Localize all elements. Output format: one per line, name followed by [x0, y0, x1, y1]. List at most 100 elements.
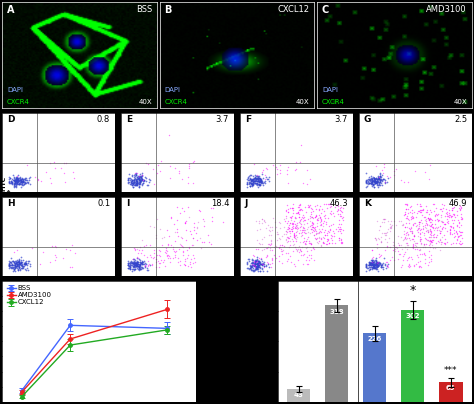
- Point: [396, 242, 403, 248]
- Point: [133, 182, 140, 188]
- Point: [402, 206, 410, 212]
- Point: [378, 264, 385, 271]
- Point: [313, 223, 321, 229]
- Point: [6, 265, 13, 271]
- Point: [376, 170, 384, 177]
- Point: [376, 177, 383, 183]
- Point: [126, 262, 133, 268]
- Point: [370, 259, 377, 265]
- Point: [136, 263, 143, 269]
- Point: [294, 210, 302, 217]
- Point: [247, 263, 255, 269]
- Point: [129, 184, 137, 190]
- Point: [410, 220, 418, 226]
- Point: [303, 244, 310, 250]
- Point: [127, 179, 135, 185]
- Point: [306, 229, 314, 236]
- Point: [13, 263, 20, 269]
- Point: [277, 246, 285, 252]
- Point: [287, 233, 294, 240]
- Point: [362, 177, 370, 183]
- Point: [244, 179, 251, 185]
- Point: [291, 224, 298, 231]
- Point: [20, 179, 28, 185]
- Point: [25, 175, 33, 181]
- Point: [131, 263, 139, 270]
- Point: [367, 262, 374, 269]
- Point: [365, 174, 373, 181]
- Point: [12, 260, 20, 266]
- Point: [19, 181, 27, 188]
- Point: [268, 224, 276, 231]
- Point: [453, 212, 461, 218]
- Point: [258, 265, 265, 271]
- Point: [426, 211, 433, 217]
- Point: [452, 214, 459, 220]
- Point: [254, 245, 262, 252]
- Point: [390, 257, 398, 263]
- Point: [428, 216, 435, 222]
- Point: [299, 261, 307, 267]
- Point: [132, 262, 140, 269]
- Point: [310, 232, 318, 238]
- Text: 40X: 40X: [138, 99, 152, 105]
- Point: [367, 180, 375, 187]
- Point: [128, 179, 136, 186]
- Point: [162, 263, 169, 269]
- Point: [154, 252, 161, 259]
- Point: [367, 176, 374, 182]
- Point: [263, 225, 270, 231]
- Point: [403, 215, 410, 221]
- Point: [127, 263, 134, 270]
- Text: 43: 43: [294, 392, 303, 398]
- Point: [374, 263, 382, 269]
- Point: [139, 178, 147, 184]
- Point: [249, 178, 257, 184]
- Point: [7, 259, 14, 265]
- Point: [251, 259, 259, 265]
- Point: [13, 261, 21, 267]
- Point: [124, 260, 132, 267]
- Point: [410, 214, 417, 221]
- Point: [287, 217, 295, 223]
- Point: [309, 215, 317, 222]
- Point: [312, 236, 320, 242]
- Point: [12, 262, 19, 269]
- Point: [423, 222, 431, 228]
- Point: [404, 242, 412, 249]
- Point: [384, 175, 392, 181]
- Point: [15, 259, 22, 265]
- Point: [264, 261, 272, 267]
- Point: [439, 205, 447, 211]
- Point: [167, 242, 175, 248]
- Point: [334, 202, 342, 209]
- Point: [449, 240, 456, 246]
- Point: [404, 206, 412, 212]
- Point: [427, 228, 434, 235]
- Point: [252, 257, 259, 264]
- Point: [255, 178, 262, 184]
- Point: [367, 180, 375, 187]
- Point: [181, 219, 189, 226]
- Point: [20, 181, 27, 187]
- Point: [418, 240, 425, 247]
- Point: [405, 217, 413, 223]
- Point: [375, 174, 383, 181]
- Point: [374, 259, 381, 266]
- Point: [14, 175, 22, 181]
- Point: [283, 167, 291, 173]
- Point: [371, 176, 378, 182]
- Point: [250, 176, 257, 183]
- Point: [257, 256, 264, 262]
- Point: [255, 177, 263, 184]
- Point: [134, 261, 142, 267]
- Point: [258, 171, 265, 178]
- Point: [286, 253, 293, 259]
- Point: [248, 259, 256, 266]
- Point: [365, 180, 373, 187]
- Point: [429, 232, 437, 239]
- Point: [13, 264, 20, 270]
- Point: [297, 206, 305, 212]
- Point: [443, 239, 451, 246]
- Point: [5, 179, 13, 186]
